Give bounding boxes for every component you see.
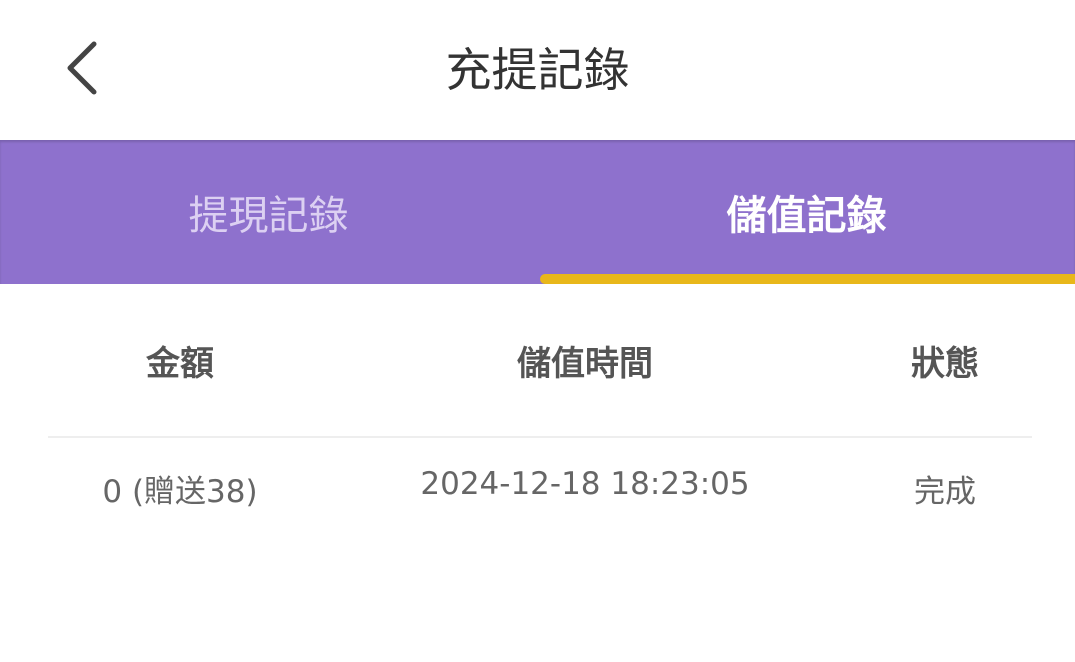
column-amount: 金額 <box>146 344 214 384</box>
tab-bar: 提現記錄 儲值記錄 <box>0 140 1075 284</box>
chevron-left-icon <box>67 41 97 95</box>
table-header: 金額 儲值時間 狀態 <box>0 300 1075 420</box>
column-status: 狀態 <box>911 344 979 384</box>
back-button[interactable] <box>58 38 108 98</box>
cell-status: 完成 <box>914 474 976 510</box>
column-deposit-time: 儲值時間 <box>517 344 653 384</box>
tab-withdraw-records[interactable]: 提現記錄 <box>188 193 349 239</box>
page-title: 充提記錄 <box>445 43 630 97</box>
cell-amount: 0 (贈送38) <box>102 474 258 510</box>
app-header: 充提記錄 <box>0 0 1075 140</box>
tab-deposit-records[interactable]: 儲值記錄 <box>726 193 887 239</box>
cell-time: 2024-12-18 18:23:05 <box>420 466 750 502</box>
divider <box>48 436 1032 438</box>
active-tab-indicator <box>540 274 1075 284</box>
